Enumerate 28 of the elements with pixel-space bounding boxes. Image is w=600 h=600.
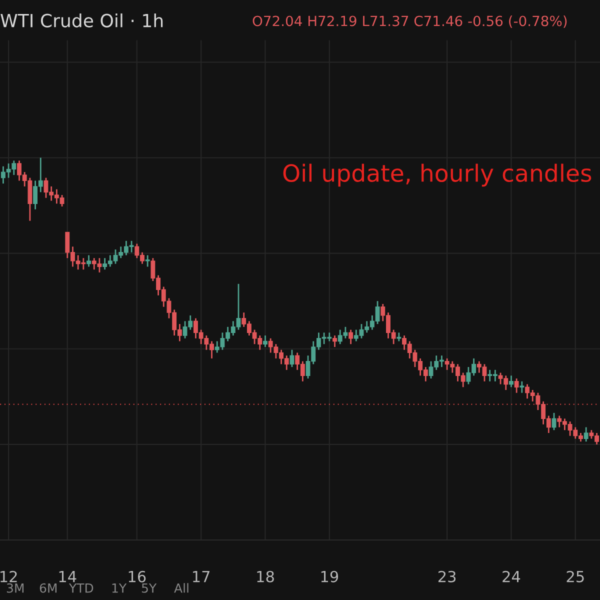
candlestick [584, 426, 588, 442]
candlestick [263, 334, 268, 348]
candlestick [348, 329, 354, 345]
x-tick-label: 12 [0, 570, 17, 582]
text: 3M [6, 583, 24, 593]
x-tick-label: 14 [59, 571, 76, 582]
x-tick-label: 24 [502, 570, 520, 582]
text: All [174, 583, 188, 593]
text: YTD [68, 583, 94, 593]
chart-title: WTI Crude Oil · 1h [0, 13, 163, 28]
text: 1Y [112, 583, 127, 593]
candlestick [86, 254, 91, 268]
candlestick [290, 349, 294, 368]
x-tick-label: 17 [193, 571, 210, 582]
candlestick [520, 380, 524, 394]
x-tick-label: 25 [566, 570, 584, 582]
candlestick [145, 254, 150, 268]
text: 6M [40, 583, 57, 593]
candlestick [509, 374, 514, 388]
x-tick-label: 19 [321, 570, 338, 582]
annotation: Oil update, hourly candles [283, 164, 592, 187]
candlestick [514, 378, 519, 394]
text: 5Y [142, 583, 157, 593]
x-tick-label: 16 [128, 570, 146, 582]
x-tick-label: 23 [438, 570, 456, 582]
text: O72.04 H72.19 L71.37 C71.46 -0.56 (-0.78%) [252, 15, 567, 28]
x-tick-label: 18 [257, 570, 274, 582]
candlestick [332, 334, 337, 348]
